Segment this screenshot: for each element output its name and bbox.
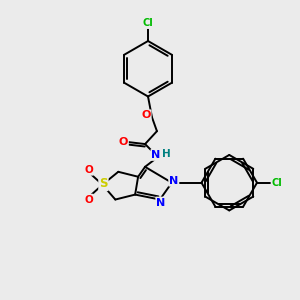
Text: O: O [84, 194, 93, 205]
Text: N: N [169, 176, 178, 186]
Text: O: O [84, 165, 93, 175]
Text: N: N [151, 150, 160, 160]
Text: N: N [156, 197, 166, 208]
Text: H: H [163, 149, 171, 159]
Text: Cl: Cl [142, 18, 153, 28]
Text: O: O [141, 110, 151, 120]
Text: O: O [118, 137, 128, 147]
Text: S: S [99, 177, 108, 190]
Text: Cl: Cl [272, 178, 282, 188]
